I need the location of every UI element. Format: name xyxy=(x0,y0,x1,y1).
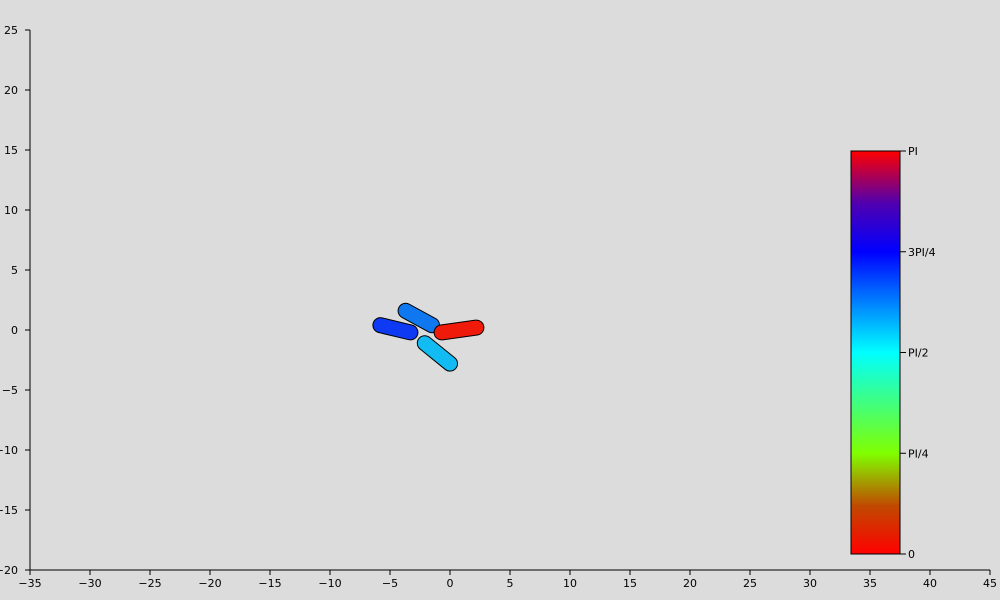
colorbar-tick-label: PI/4 xyxy=(908,447,929,460)
x-tick-label: −25 xyxy=(138,577,161,590)
capsule-segment xyxy=(416,335,458,372)
capsule-segment xyxy=(433,319,485,341)
y-tick-label: 15 xyxy=(4,144,18,157)
colorbar-tick-label: PI/2 xyxy=(908,347,929,360)
x-tick-label: 20 xyxy=(683,577,697,590)
x-tick-label: −35 xyxy=(18,577,41,590)
x-tick-label: −5 xyxy=(382,577,398,590)
y-tick-label: −20 xyxy=(0,564,18,577)
x-tick-label: −20 xyxy=(198,577,221,590)
y-tick-label: 25 xyxy=(4,24,18,37)
y-tick-label: 5 xyxy=(11,264,18,277)
colorbar-tick-label: 3PI/4 xyxy=(908,246,936,259)
colorbar-ticks: 0 PI/4 PI/2 3PI/4 PI xyxy=(900,145,936,561)
y-tick-label: −10 xyxy=(0,444,18,457)
x-tick-label: 25 xyxy=(743,577,757,590)
x-tick-label: 5 xyxy=(507,577,514,590)
x-tick-label: 10 xyxy=(563,577,577,590)
capsule-segment xyxy=(372,317,419,341)
x-tick-label: 15 xyxy=(623,577,637,590)
y-tick-label: 0 xyxy=(11,324,18,337)
colorbar-tick-label: 0 xyxy=(908,548,915,561)
y-tick-label: −15 xyxy=(0,504,18,517)
colorbar-tick-label: PI xyxy=(908,145,918,158)
capsule-segments xyxy=(372,302,485,372)
x-tick-label: 0 xyxy=(447,577,454,590)
x-tick-label: 40 xyxy=(923,577,937,590)
y-tick-label: 20 xyxy=(4,84,18,97)
x-tick-label: 30 xyxy=(803,577,817,590)
x-tick-label: 35 xyxy=(863,577,877,590)
x-tick-label: −10 xyxy=(318,577,341,590)
y-tick-label: −5 xyxy=(2,384,18,397)
x-tick-label: −15 xyxy=(258,577,281,590)
axes: −35 −30 −25 −20 −15 −10 −5 0 5 10 15 20 25 30 35 40 45 −2… xyxy=(0,24,997,590)
colorbar-gradient xyxy=(850,150,901,555)
x-tick-label: 45 xyxy=(983,577,997,590)
y-tick-label: 10 xyxy=(4,204,18,217)
colorbar: 0 PI/4 PI/2 3PI/4 PI xyxy=(850,145,936,561)
x-tick-label: −30 xyxy=(78,577,101,590)
capsule-segment xyxy=(397,302,440,334)
